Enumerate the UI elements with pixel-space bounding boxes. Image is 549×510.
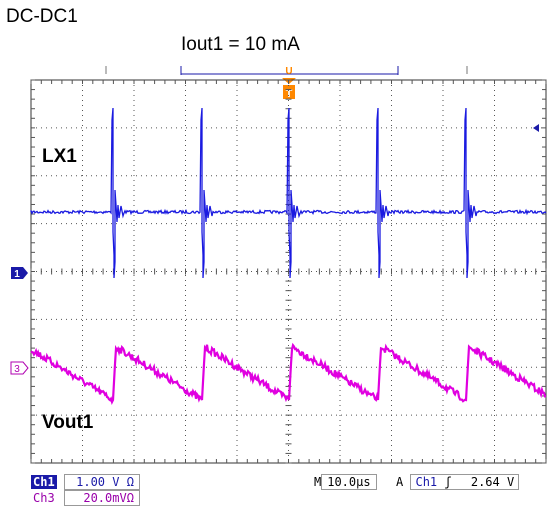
ch3-tag: Ch3 <box>33 491 55 505</box>
ch1-tag: Ch1 <box>31 475 57 489</box>
ch3-waveform <box>30 342 547 405</box>
ch1-scale-value: 1.00 V Ω <box>63 474 140 490</box>
figure-subtitle: Iout1 = 10 mA <box>181 34 300 55</box>
ch1-ground-marker-icon: 1 <box>11 267 28 280</box>
trigger-position-bracket <box>105 66 468 75</box>
ch1-trace-label: LX1 <box>42 146 77 167</box>
timebase-prefix: M <box>314 475 322 489</box>
timebase-readout: M 10.0µs <box>314 474 377 490</box>
svg-text:3: 3 <box>14 364 20 375</box>
ch3-ground-marker-icon: 3 <box>10 361 29 375</box>
timebase-value: 10.0µs <box>321 474 377 490</box>
svg-text:U: U <box>285 66 292 77</box>
rising-edge-icon: ʃ <box>444 475 452 489</box>
ch3-trace-label: Vout1 <box>42 412 94 433</box>
ch1-waveform <box>30 107 547 279</box>
trigger-source: Ch1 <box>415 475 438 489</box>
figure-title: DC-DC1 <box>6 6 78 27</box>
ch3-scale-value: 20.0mVΩ <box>63 490 140 506</box>
svg-text:T: T <box>286 88 293 100</box>
trigger-level-arrow-icon <box>533 124 539 132</box>
trigger-level: 2.64 V <box>470 475 515 489</box>
trigger-mode: A <box>396 475 404 489</box>
ch3-scale-readout: Ch3 20.0mVΩ <box>31 490 140 506</box>
svg-text:1: 1 <box>14 269 20 280</box>
trigger-readout: A Ch1 ʃ 2.64 V <box>396 474 520 490</box>
ch1-scale-readout: Ch1 1.00 V Ω <box>31 474 140 490</box>
